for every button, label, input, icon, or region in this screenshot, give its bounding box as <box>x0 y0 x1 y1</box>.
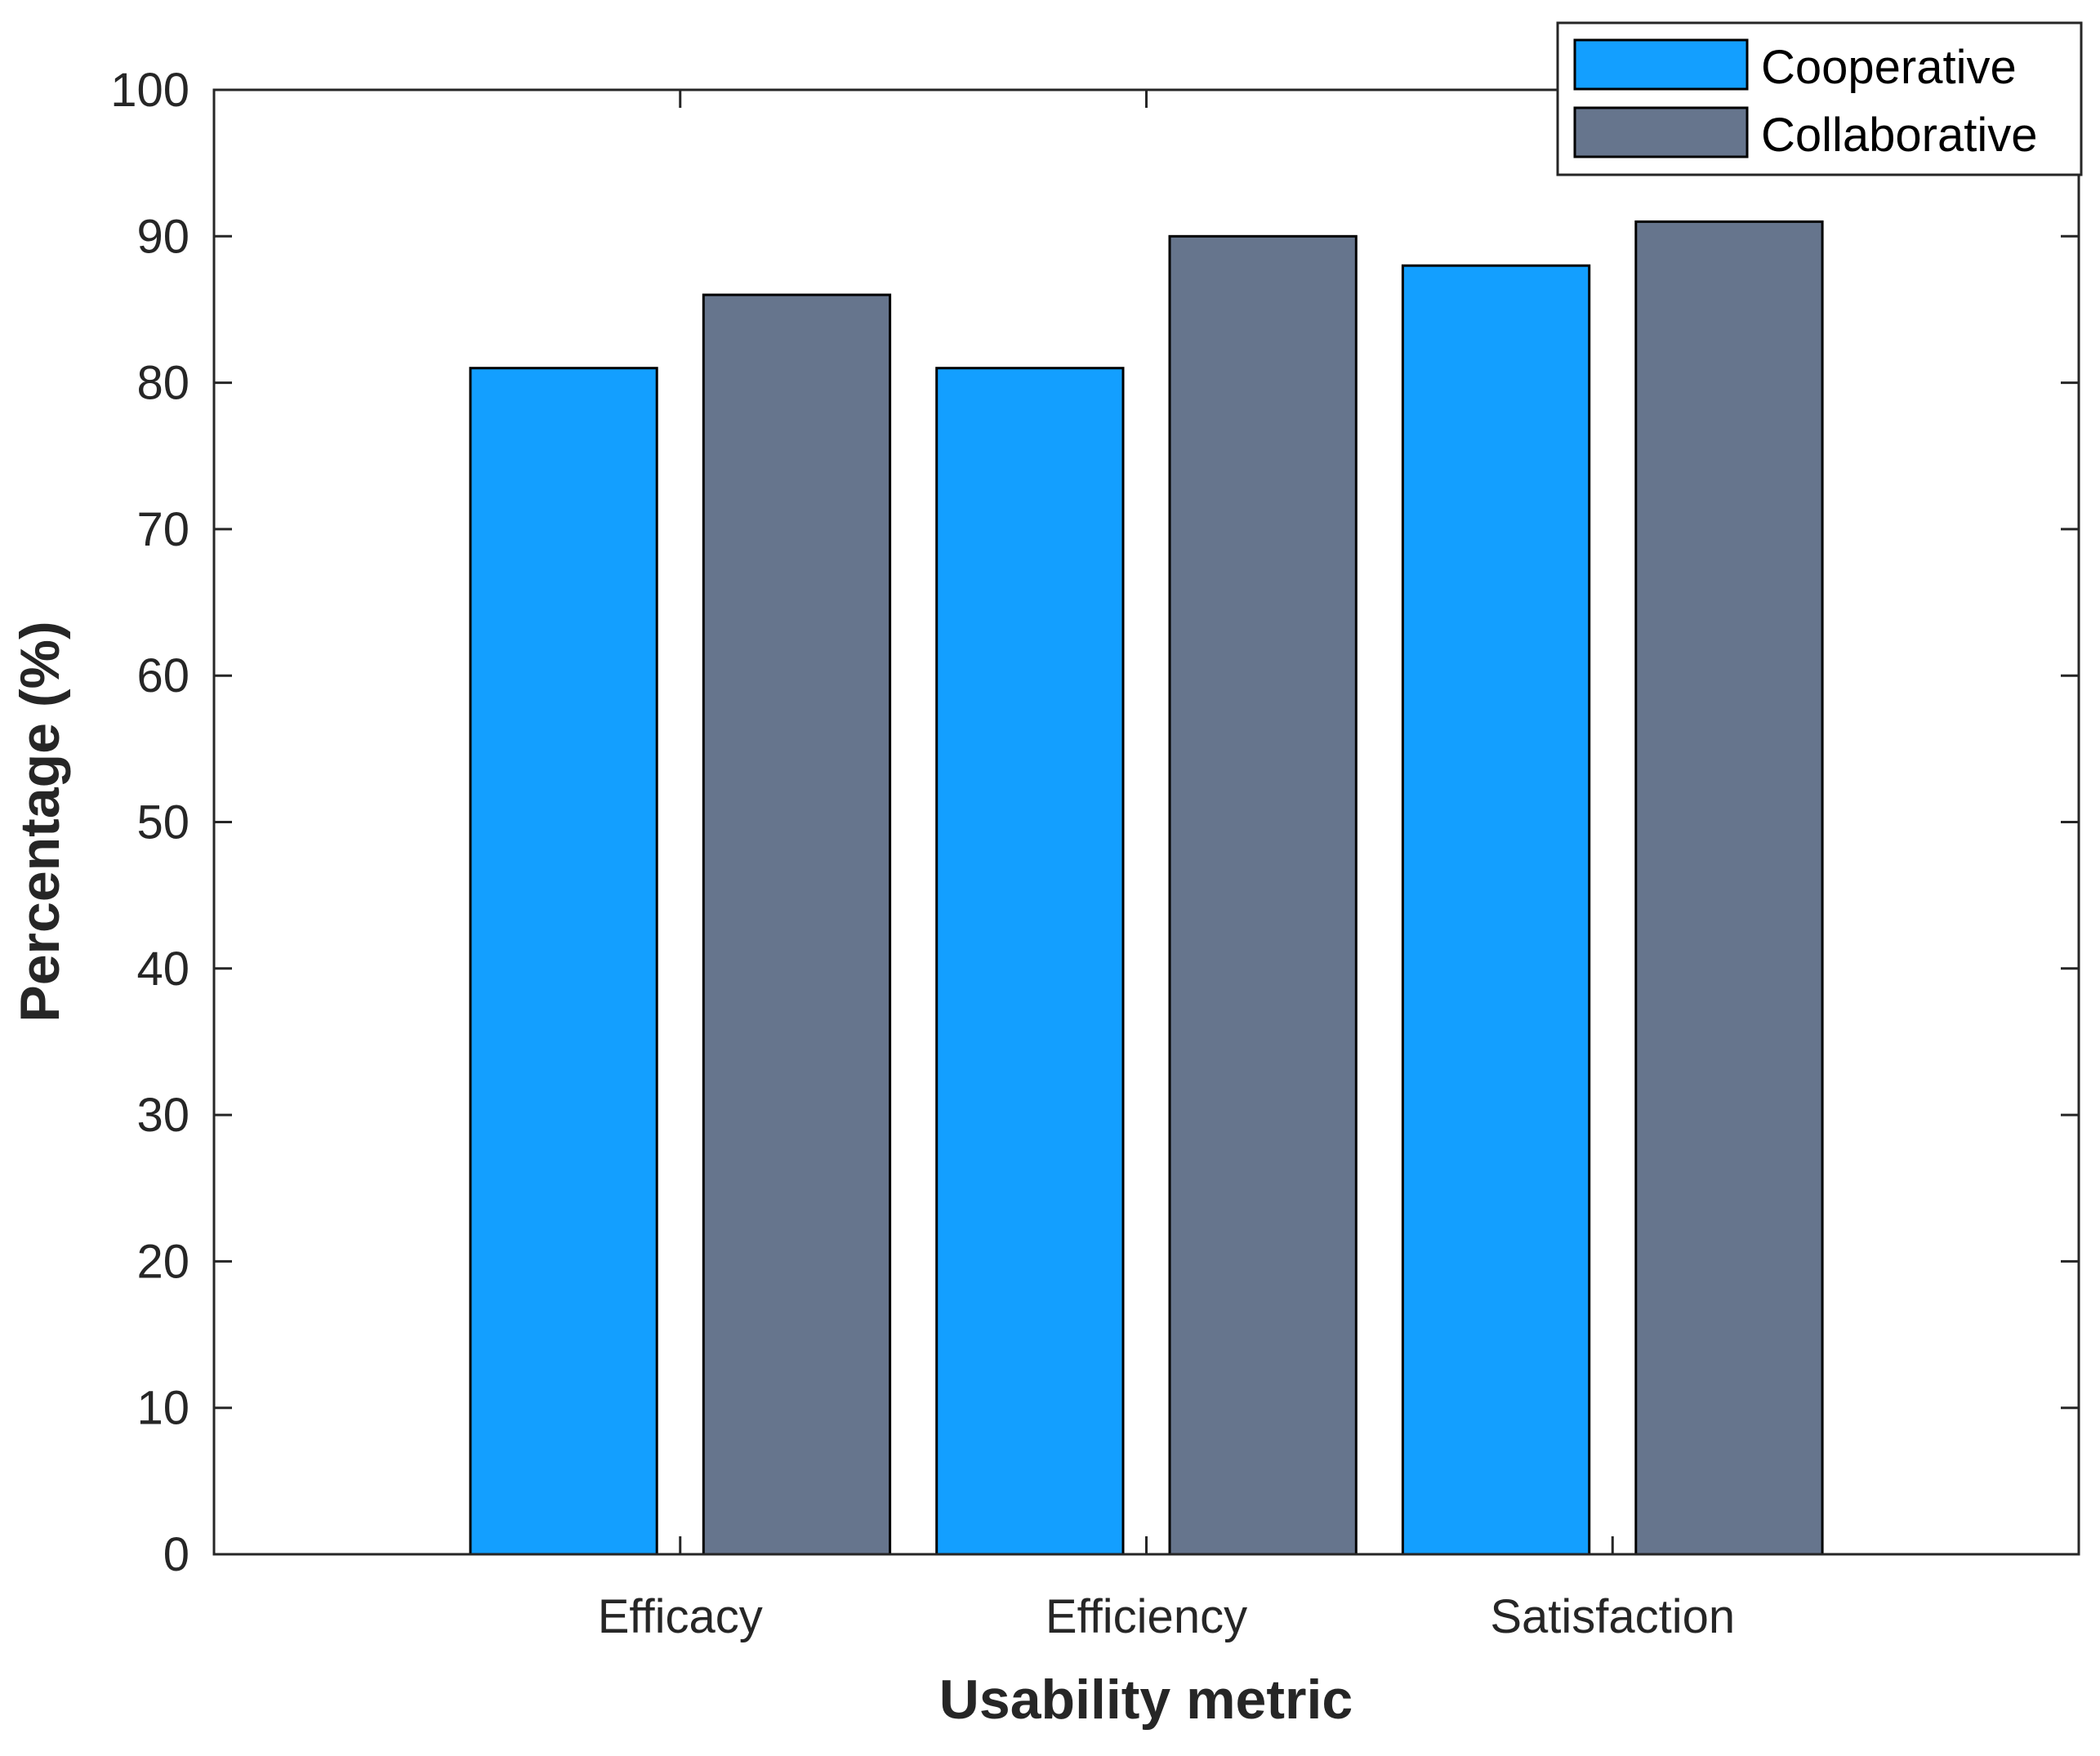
x-axis-title: Usability metric <box>939 1669 1353 1731</box>
y-tick-label: 40 <box>136 943 189 996</box>
axis-ticks-group <box>214 88 2079 1556</box>
bar-collaborative-efficacy <box>702 293 892 1556</box>
y-tick-label: 20 <box>136 1235 189 1288</box>
y-tick-labels-group: 0 10 20 30 40 50 60 70 80 90 100 <box>110 64 189 1581</box>
legend-swatch-cooperative <box>1573 38 1749 91</box>
legend-label-collaborative: Collaborative <box>1761 109 2038 162</box>
legend-label-cooperative: Cooperative <box>1761 41 2017 94</box>
y-tick-label: 10 <box>136 1382 189 1435</box>
x-tick-label-satisfaction: Satisfaction <box>1490 1590 1735 1643</box>
y-tick-label: 50 <box>136 796 189 849</box>
bar-collaborative-satisfaction <box>1634 220 1824 1556</box>
y-tick-label: 60 <box>136 649 189 702</box>
legend: Cooperative Collaborative <box>1556 21 2083 176</box>
bar-cooperative-satisfaction <box>1401 264 1591 1556</box>
bars-group <box>469 220 1824 1556</box>
y-axis-title: Percentage (%) <box>9 621 71 1022</box>
legend-swatch-collaborative <box>1573 106 1749 158</box>
y-tick-label: 80 <box>136 357 189 410</box>
y-tick-label: 100 <box>110 64 189 117</box>
x-tick-label-efficiency: Efficiency <box>1046 1590 1247 1643</box>
x-tick-labels-group: Efficacy Efficiency Satisfaction <box>598 1590 1735 1643</box>
y-tick-label: 0 <box>163 1528 189 1581</box>
x-tick-label-efficacy: Efficacy <box>598 1590 763 1643</box>
bar-cooperative-efficacy <box>469 367 658 1556</box>
y-tick-label: 30 <box>136 1089 189 1142</box>
y-tick-label: 70 <box>136 503 189 556</box>
bar-collaborative-efficiency <box>1168 234 1358 1556</box>
y-tick-label: 90 <box>136 210 189 263</box>
bar-cooperative-efficiency <box>935 367 1125 1556</box>
